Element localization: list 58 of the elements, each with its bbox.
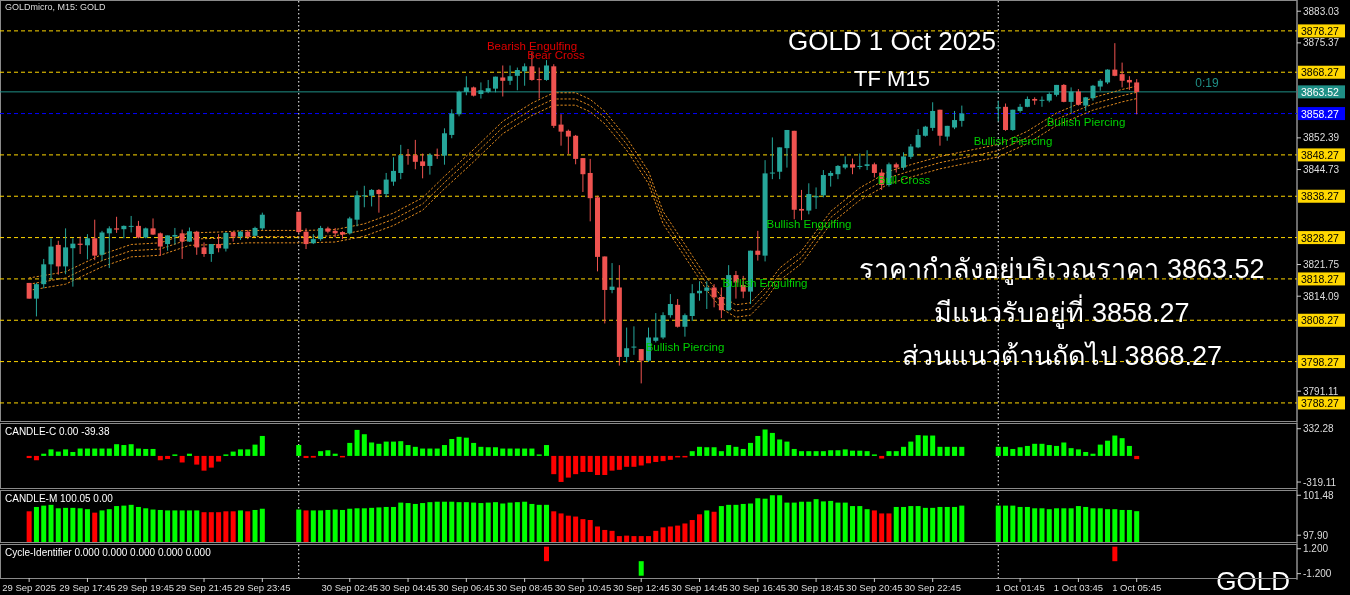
x-tick-label: 1 Oct 01:45 <box>995 582 1045 593</box>
x-tick-label: 29 Sep 23:45 <box>234 582 291 593</box>
text: GOLD 1 Oct 2025 <box>787 26 997 56</box>
x-tick-label: 30 Sep 14:45 <box>671 582 728 593</box>
x-tick-label: 29 Sep 21:45 <box>175 582 233 593</box>
x-tick-label: 29 Sep 17:45 <box>59 582 116 593</box>
annotation: Bearish Engulfing <box>486 40 578 52</box>
annotation: ราคากำลังอยู่บริเวณราคา 3863.52 <box>859 254 1265 285</box>
annotation: มีแนวรับอยู่ที่ 3858.27 <box>934 294 1190 329</box>
y-tick-label: 3883.03 <box>1303 5 1340 17</box>
ref-line-label: 3808.27 <box>1301 314 1340 327</box>
annotation: ส่วนแนวต้านถัดไป 3868.27 <box>901 341 1223 371</box>
x-tick-label: 1 Oct 03:45 <box>1053 582 1103 593</box>
y-tick-label: 101.48 <box>1303 489 1335 501</box>
y-tick-label: 3844.73 <box>1303 164 1340 176</box>
y-tick-label: 3875.37 <box>1303 37 1340 49</box>
x-tick-label: 30 Sep 18:45 <box>787 582 845 593</box>
x-tick-label: 30 Sep 22:45 <box>904 582 961 593</box>
ref-line-label: 3818.27 <box>1301 272 1340 285</box>
x-tick-label: 30 Sep 20:45 <box>846 582 903 593</box>
ref-line-label: 3878.27 <box>1301 24 1340 37</box>
ref-line-label: 3828.27 <box>1301 231 1340 244</box>
x-tick-label: 29 Sep 2025 <box>2 582 57 593</box>
y-tick-label: 332.28 <box>1303 423 1335 435</box>
chart-title: Cycle-Identifier 0.000 0.000 0.000 0.000 0.000 <box>5 547 212 558</box>
x-tick-label: 29 Sep 19:45 <box>117 582 174 593</box>
chart-title: CANDLE-M 100.05 0.00 <box>5 493 114 504</box>
x-tick-label: 30 Sep 02:45 <box>321 582 379 593</box>
x-tick-label: 30 Sep 12:45 <box>612 582 670 593</box>
text: TF M15 <box>854 66 930 91</box>
x-tick-label: 30 Sep 16:45 <box>729 582 787 593</box>
x-tick-label: 30 Sep 08:45 <box>496 582 553 593</box>
y-tick-label: 3814.09 <box>1303 290 1340 302</box>
y-tick-label: 3821.75 <box>1303 259 1340 271</box>
ref-line-label: 3858.27 <box>1301 107 1340 120</box>
ref-line-label: 3848.27 <box>1301 148 1340 161</box>
y-tick-label: -319.11 <box>1303 476 1337 488</box>
y-tick-label: 1.200 <box>1303 543 1329 555</box>
annotation: GOLDmicro, M15: GOLD <box>5 2 107 12</box>
ref-line-label: 3863.52 <box>1301 85 1340 98</box>
annotation: GOLD <box>1216 566 1290 595</box>
annotation: Bull Cross <box>877 174 931 186</box>
y-tick-label: -1.200 <box>1303 568 1332 580</box>
ref-line-label: 3798.27 <box>1301 355 1340 368</box>
x-tick-label: 30 Sep 10:45 <box>554 582 612 593</box>
y-tick-label: 97.90 <box>1303 529 1329 541</box>
annotation: Bullish Piercing <box>973 135 1053 147</box>
annotation: Bullish Engulfing <box>766 218 852 230</box>
y-tick-label: 3852.39 <box>1303 132 1340 144</box>
x-tick-label: 30 Sep 04:45 <box>379 582 437 593</box>
ref-line-label: 3788.27 <box>1301 396 1340 409</box>
y-tick-label: 3791.11 <box>1303 385 1339 397</box>
x-tick-label: 30 Sep 06:45 <box>438 582 495 593</box>
ref-line-label: 3838.27 <box>1301 190 1340 203</box>
ref-line-label: 3868.27 <box>1301 66 1340 79</box>
annotation: 0:19 <box>1195 76 1219 90</box>
x-tick-label: 1 Oct 05:45 <box>1112 582 1162 593</box>
chart-title: CANDLE-C 0.00 -39.38 <box>5 426 110 437</box>
